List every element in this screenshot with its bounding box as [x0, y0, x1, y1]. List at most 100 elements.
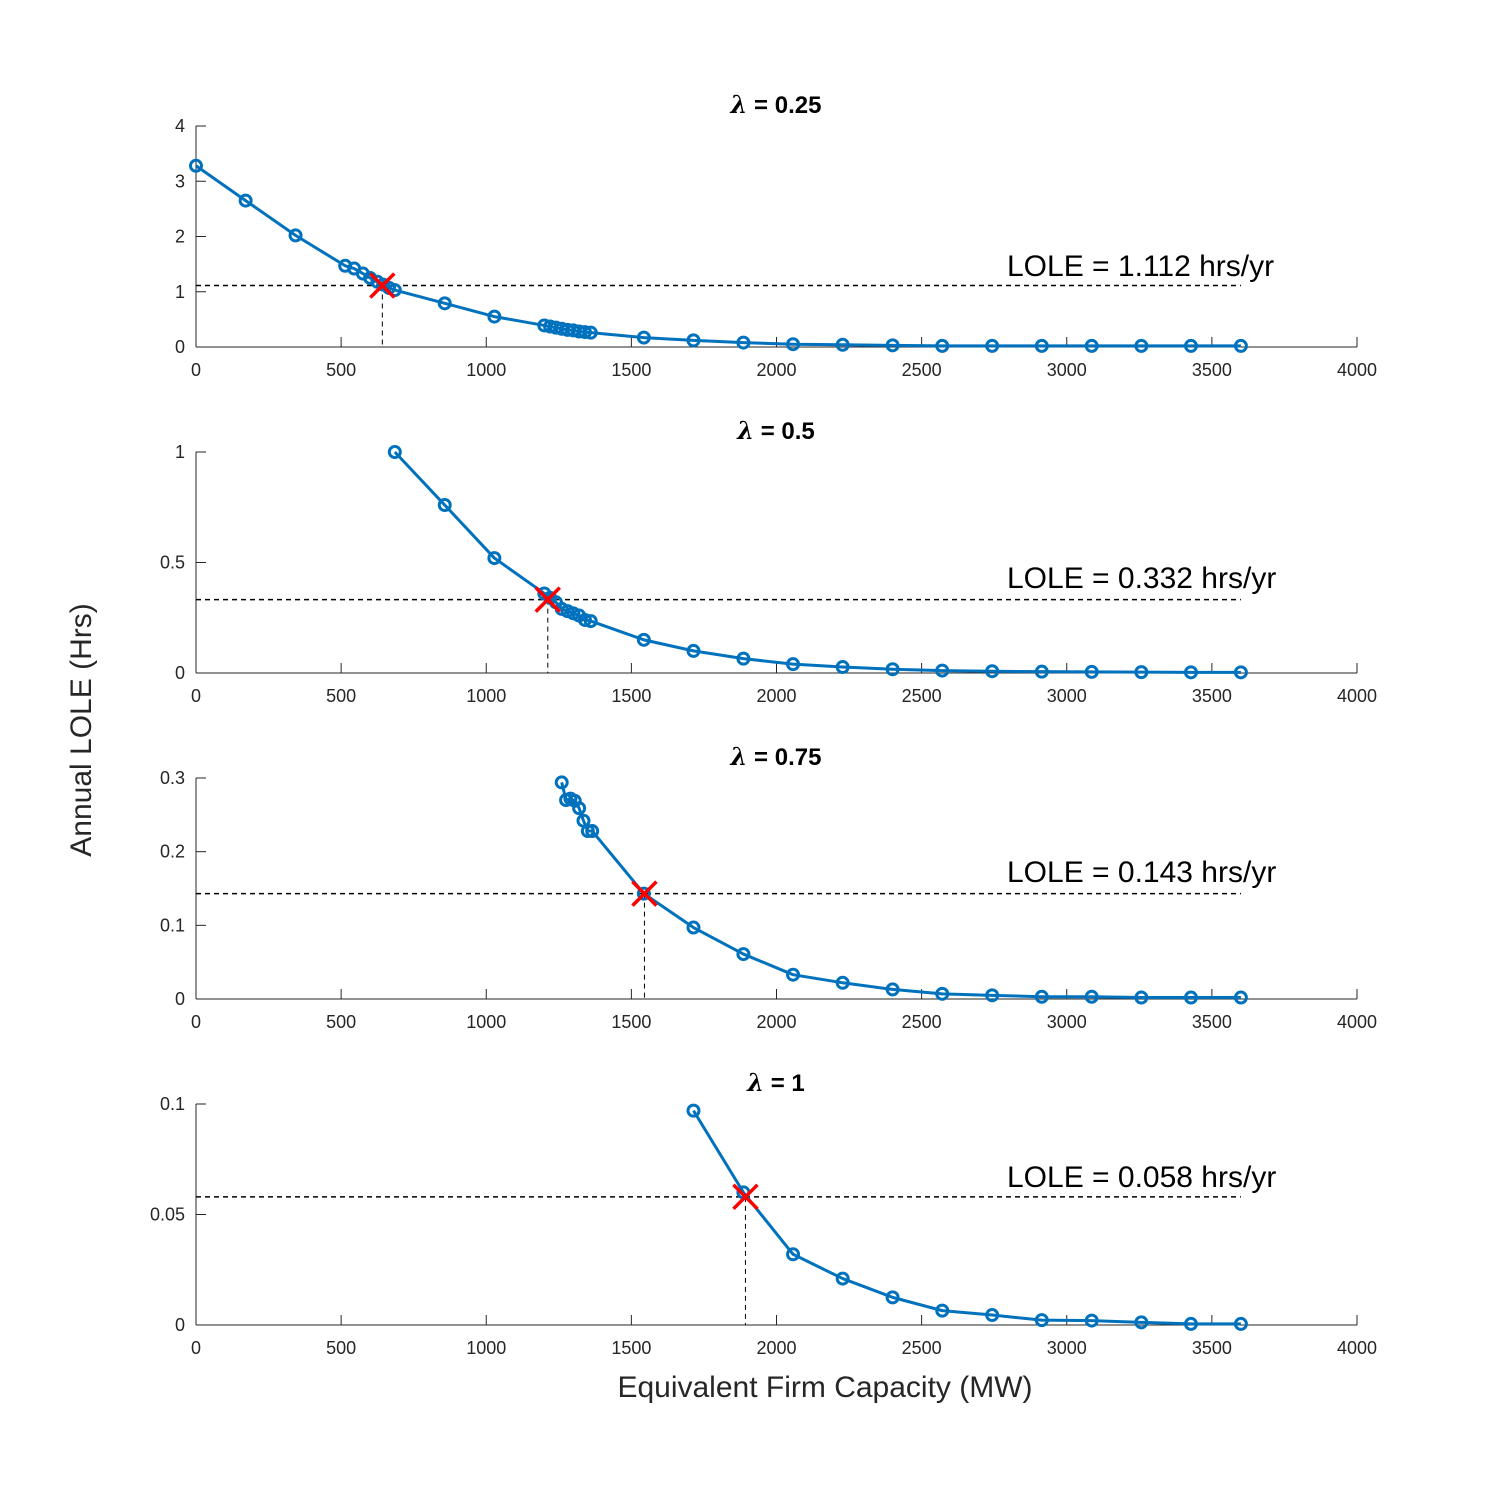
data-point: [1134, 990, 1149, 1005]
axes: 0 500 1000 1500 2000 2500 3000 3500 4000 0 0.5 1: [160, 442, 1377, 706]
x-tick-label: 1000: [466, 1012, 506, 1032]
y-tick-label: 0.5: [160, 553, 185, 573]
x-tick-label: 1000: [466, 360, 506, 380]
data-point: [1233, 990, 1248, 1005]
x-tick-label: 500: [326, 1012, 356, 1032]
series-line: [560, 782, 1241, 1000]
x-tick-label: 2000: [756, 1338, 796, 1358]
x-tick-label: 4000: [1337, 686, 1377, 706]
data-point: [1233, 1316, 1248, 1331]
x-tick-label: 1500: [611, 360, 651, 380]
y-tick-label: 1: [175, 442, 185, 462]
y-tick-label: 0.3: [160, 768, 185, 788]
data-point: [636, 632, 651, 647]
subplot-lambda-0.25: λ = 0.25 LOLE = 1.112 hrs/yr 0 500 1000 150…: [175, 90, 1377, 380]
x-tick-label: 0: [191, 1338, 201, 1358]
x-tick-label: 4000: [1337, 1338, 1377, 1358]
data-point: [487, 551, 502, 566]
intersection-x-marker: [534, 586, 562, 613]
x-tick-label: 2000: [756, 360, 796, 380]
x-tick-label: 2000: [756, 1012, 796, 1032]
data-point: [835, 975, 850, 990]
data-point: [1034, 338, 1049, 353]
x-tick-label: 0: [191, 360, 201, 380]
data-point: [835, 337, 850, 352]
x-tick-label: 3500: [1192, 1012, 1232, 1032]
x-tick-label: 1500: [611, 1338, 651, 1358]
data-point: [437, 296, 452, 311]
data-point: [1233, 665, 1248, 680]
x-marker-stroke: [631, 880, 658, 907]
data-point: [1183, 665, 1198, 680]
subplot-title: λ = 0.75: [730, 742, 822, 771]
data-point: [686, 333, 701, 348]
data-point: [985, 988, 1000, 1003]
data-point: [786, 1247, 801, 1262]
data-point: [580, 824, 595, 839]
intersection-x-marker: [369, 272, 396, 299]
data-point: [572, 801, 587, 816]
lambda-symbol: λ: [736, 416, 754, 445]
data-point: [288, 228, 303, 243]
x-tick-label: 3500: [1192, 1338, 1232, 1358]
y-tick-label: 0: [175, 337, 185, 357]
data-point: [1183, 990, 1198, 1005]
data-point: [786, 967, 801, 982]
data-point: [736, 335, 751, 350]
lambda-value: = 0.75: [747, 744, 821, 771]
x-tick-label: 2000: [756, 686, 796, 706]
x-tick-label: 1500: [611, 1012, 651, 1032]
data-point: [554, 775, 569, 790]
data-point: [577, 325, 592, 340]
x-tick-label: 0: [191, 686, 201, 706]
lambda-symbol: λ: [730, 90, 748, 119]
data-point: [786, 337, 801, 352]
x-tick-label: 0: [191, 1012, 201, 1032]
lole-annotation: LOLE = 1.112 hrs/yr: [1007, 250, 1274, 283]
x-tick-label: 3000: [1047, 1012, 1087, 1032]
data-point: [387, 445, 402, 459]
data-point: [885, 982, 900, 997]
y-tick-label: 0: [175, 1315, 185, 1335]
x-tick-label: 500: [326, 686, 356, 706]
lambda-value: = 0.5: [754, 418, 815, 445]
data-point: [1134, 665, 1149, 680]
data-point: [189, 158, 203, 173]
x-axis-label: Equivalent Firm Capacity (MW): [617, 1371, 1032, 1404]
data-point: [238, 193, 253, 208]
lole-annotation: LOLE = 0.143 hrs/yr: [1007, 856, 1276, 889]
x-tick-label: 2500: [902, 686, 942, 706]
lambda-value: = 0.25: [747, 92, 821, 119]
data-point: [636, 330, 651, 345]
y-tick-label: 4: [175, 116, 185, 136]
y-tick-label: 0.05: [150, 1205, 185, 1225]
y-tick-label: 1: [175, 282, 185, 302]
y-tick-label: 3: [175, 171, 185, 191]
intersection-x-marker: [631, 880, 658, 907]
x-tick-label: 2500: [902, 1012, 942, 1032]
axes: 0 500 1000 1500 2000 2500 3000 3500 4000 0 0.05 0.1: [150, 1094, 1377, 1358]
data-point: [1084, 664, 1099, 679]
x-tick-label: 500: [326, 1338, 356, 1358]
y-axis-label: Annual LOLE (Hrs): [65, 603, 98, 856]
axes: 0 500 1000 1500 2000 2500 3000 3500 4000 0 0.1 0.2 0…: [160, 768, 1377, 1032]
data-point: [885, 662, 900, 677]
subplot-title: λ = 1: [746, 1068, 805, 1097]
data-point: [1034, 989, 1049, 1004]
data-point: [1134, 1315, 1149, 1330]
y-tick-label: 0.1: [160, 915, 185, 935]
data-point: [686, 920, 701, 935]
data-point: [1084, 1313, 1099, 1328]
data-point: [985, 338, 1000, 353]
x-tick-label: 4000: [1337, 1012, 1377, 1032]
data-point: [736, 947, 751, 962]
data-point: [1034, 1313, 1049, 1328]
data-point: [487, 309, 502, 324]
lole-annotation: LOLE = 0.332 hrs/yr: [1007, 562, 1276, 595]
subplot-lambda-0.75: λ = 0.75 LOLE = 0.143 hrs/yr 0 500 1000 150…: [160, 742, 1377, 1032]
data-point: [835, 1271, 850, 1286]
subplot-title: λ = 0.25: [730, 90, 822, 119]
data-point: [835, 660, 850, 675]
data-point: [885, 1290, 900, 1305]
